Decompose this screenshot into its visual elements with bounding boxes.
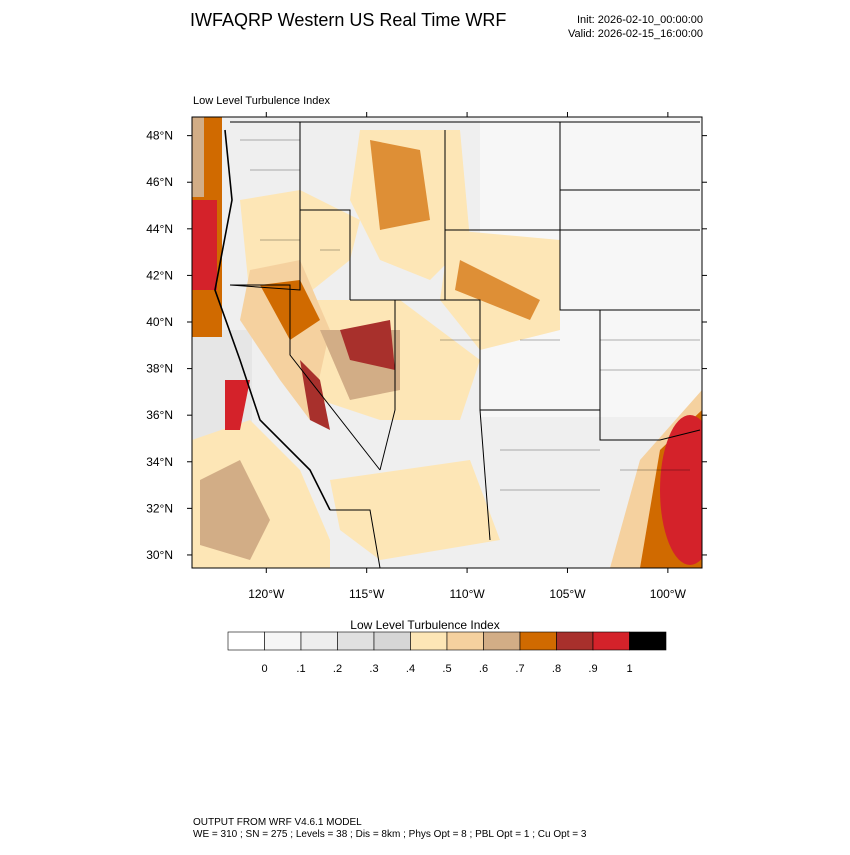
colorbar-tick-label: .3 — [369, 663, 378, 675]
lat-tick-label: 36°N — [146, 408, 173, 422]
lat-tick-label: 34°N — [146, 455, 173, 469]
colorbar-tick-label: .9 — [588, 663, 597, 675]
lat-tick-label: 48°N — [146, 129, 173, 143]
lon-tick-label: 115°W — [349, 587, 385, 601]
colorbar-box — [373, 631, 411, 651]
colorbar-box — [410, 631, 448, 651]
lat-tick-label: 46°N — [146, 175, 173, 189]
main-title: IWFAQRP Western US Real Time WRF — [190, 10, 506, 30]
map-frame — [191, 116, 703, 569]
colorbar-tick-label: .8 — [552, 663, 561, 675]
map-title: Low Level Turbulence Index — [193, 95, 330, 107]
colorbar-tick-label: .5 — [442, 663, 451, 675]
colorbar-title: Low Level Turbulence Index — [350, 618, 499, 632]
valid-time: Valid: 2026-02-15_16:00:00 — [568, 28, 703, 40]
lat-tick-label: 30°N — [146, 548, 173, 562]
lat-tick-label: 44°N — [146, 222, 173, 236]
colorbar-box — [483, 631, 521, 651]
colorbar-box — [227, 631, 265, 651]
colorbar-tick-label: 1 — [626, 663, 632, 675]
lon-tick-label: 120°W — [248, 587, 285, 601]
colorbar-tick-label: 0 — [261, 663, 267, 675]
colorbar-tick-label: .7 — [515, 663, 524, 675]
footer-line: WE = 310 ; SN = 275 ; Levels = 38 ; Dis … — [193, 829, 587, 840]
colorbar-box — [556, 631, 594, 651]
lat-tick-label: 42°N — [146, 268, 173, 282]
lon-tick-label: 110°W — [449, 587, 485, 601]
colorbar-box — [592, 631, 630, 651]
lon-tick-label: 105°W — [549, 587, 586, 601]
colorbar-tick-label: .6 — [479, 663, 488, 675]
colorbar-box — [264, 631, 302, 651]
colorbar-box — [629, 631, 667, 651]
lat-tick-label: 38°N — [146, 362, 173, 376]
init-time: Init: 2026-02-10_00:00:00 — [577, 14, 703, 26]
colorbar-tick-label: .1 — [296, 663, 305, 675]
colorbar-box — [300, 631, 338, 651]
colorbar-tick-label: .2 — [333, 663, 342, 675]
colorbar-box — [337, 631, 375, 651]
lon-tick-label: 100°W — [650, 587, 687, 601]
colorbar-box — [519, 631, 557, 651]
map-field — [192, 117, 702, 568]
colorbar-tick-label: .4 — [406, 663, 415, 675]
lat-tick-label: 40°N — [146, 315, 173, 329]
colorbar-box — [446, 631, 484, 651]
footer-line: OUTPUT FROM WRF V4.6.1 MODEL — [193, 817, 362, 828]
lat-tick-label: 32°N — [146, 501, 173, 515]
